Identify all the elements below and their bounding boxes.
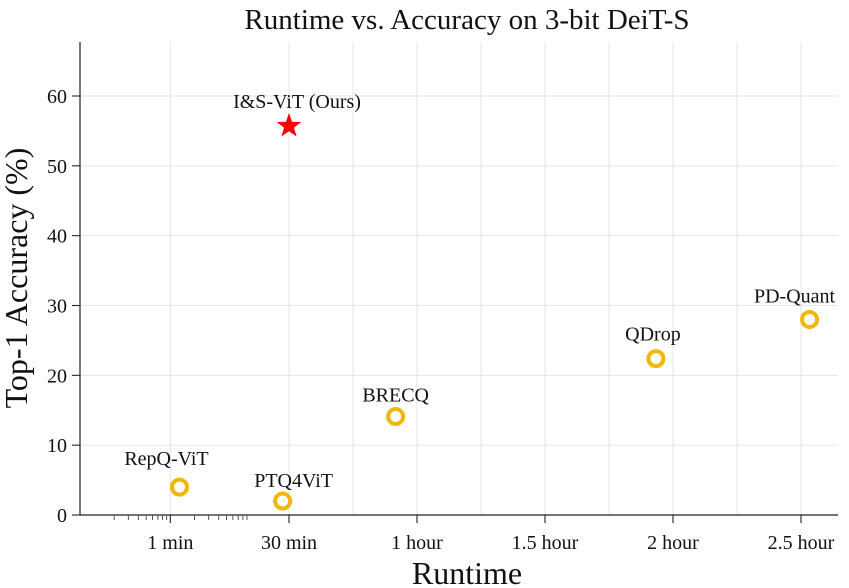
label-brecq: BRECQ xyxy=(362,385,429,407)
point-qdrop xyxy=(646,349,666,369)
ticks: 0 10 20 30 40 50 60 1 min 30 min 1 hour 1.5 hour 2 … xyxy=(47,86,835,554)
y-tick-label: 30 xyxy=(47,296,67,318)
axes xyxy=(79,42,838,516)
label-qdrop: QDrop xyxy=(625,324,681,346)
x-tick-label: 1 min xyxy=(147,532,193,554)
point-i-s-vit-ours xyxy=(276,113,302,137)
y-axis-label: Top-1 Accuracy (%) xyxy=(0,148,34,409)
x-tick-label: 1 hour xyxy=(391,532,443,554)
point-repq-vit xyxy=(169,477,189,497)
point-pd-quant xyxy=(800,309,820,329)
y-tick-label: 0 xyxy=(57,505,67,527)
y-tick-label: 10 xyxy=(47,435,67,457)
chart-title: Runtime vs. Accuracy on 3-bit DeiT-S xyxy=(244,4,689,36)
x-tick-label: 1.5 hour xyxy=(512,532,579,554)
point-ptq4vit xyxy=(273,491,293,511)
y-tick-label: 40 xyxy=(47,226,67,248)
x-tick-label: 2 hour xyxy=(647,532,699,554)
y-tick-label: 60 xyxy=(47,86,67,108)
point-labels: RepQ-ViT PTQ4ViT BRECQ QDrop PD-Quant I&S-ViT… xyxy=(124,91,835,492)
data-points xyxy=(169,113,820,511)
y-tick-label: 20 xyxy=(47,365,67,387)
label-repq-vit: RepQ-ViT xyxy=(124,448,208,470)
label-i-s-vit-ours: I&S-ViT (Ours) xyxy=(233,91,361,113)
grid xyxy=(80,42,838,515)
y-tick-label: 50 xyxy=(47,156,67,178)
label-pd-quant: PD-Quant xyxy=(754,285,836,307)
x-tick-label: 30 min xyxy=(261,532,317,554)
x-axis-label: Runtime xyxy=(412,555,522,588)
x-tick-label: 2.5 hour xyxy=(768,532,835,554)
point-brecq xyxy=(386,407,406,427)
label-ptq4vit: PTQ4ViT xyxy=(254,470,333,492)
